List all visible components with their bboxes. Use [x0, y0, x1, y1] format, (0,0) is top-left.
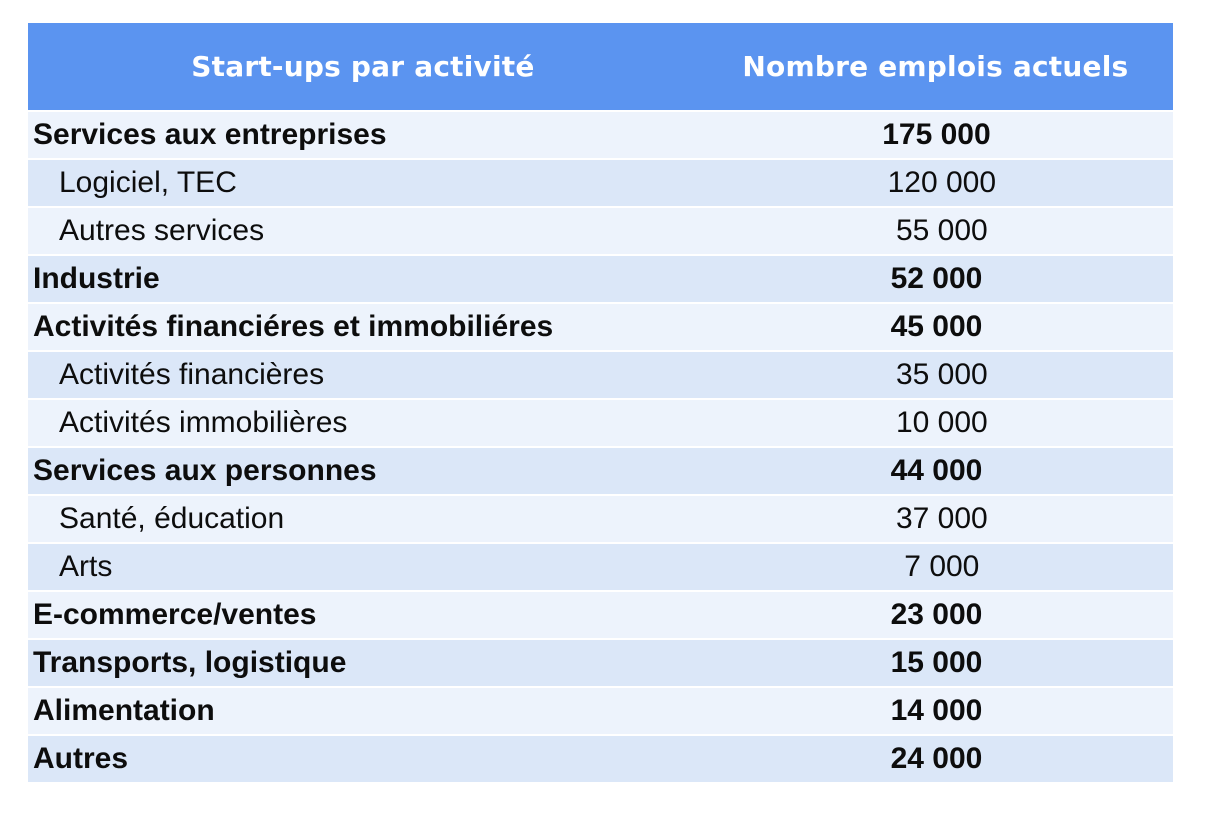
row-value: 14 000: [890, 694, 983, 727]
table-row: Activités financières 35 000: [28, 352, 1173, 398]
row-label: Santé, éducation: [59, 502, 285, 535]
row-label: Activités financières: [59, 358, 325, 391]
row-value: 15 000: [890, 646, 983, 679]
row-value: 45 000: [890, 310, 983, 343]
table-row: Arts 7 000: [28, 544, 1173, 590]
row-value: 35 000: [895, 358, 988, 391]
table-row: Autres services 55 000: [28, 208, 1173, 254]
table-row: Industrie 52 000: [28, 256, 1173, 302]
row-label: Logiciel, TEC: [59, 166, 237, 199]
row-label: Autres services: [59, 214, 265, 247]
row-value: 175 000: [882, 118, 991, 151]
row-value: 7 000: [904, 550, 980, 583]
table-row: Santé, éducation 37 000: [28, 496, 1173, 542]
row-value: 44 000: [890, 454, 983, 487]
startups-jobs-table: Start-ups par activité Nombre emplois ac…: [28, 23, 1173, 784]
row-value: 55 000: [895, 214, 988, 247]
table-row: Activités immobilières 10 000: [28, 400, 1173, 446]
table-header-row: Start-ups par activité Nombre emplois ac…: [28, 23, 1173, 110]
table-row: Services aux personnes 44 000: [28, 448, 1173, 494]
row-label: Arts: [59, 550, 113, 583]
table-row: Logiciel, TEC 120 000: [28, 160, 1173, 206]
row-label: Services aux personnes: [33, 454, 377, 487]
table-row: Alimentation 14 000: [28, 688, 1173, 734]
table-row: E-commerce/ventes 23 000: [28, 592, 1173, 638]
row-value: 120 000: [887, 166, 997, 199]
row-label: Activités immobilières: [59, 406, 348, 439]
row-value: 37 000: [895, 502, 988, 535]
row-label: E-commerce/ventes: [33, 598, 317, 631]
table-row: Activités financiéres et immobiliéres 45…: [28, 304, 1173, 350]
row-label: Activités financiéres et immobiliéres: [33, 310, 554, 343]
column-header-jobs: Nombre emplois actuels: [742, 50, 1129, 83]
row-value: 10 000: [895, 406, 988, 439]
table-row: Autres 24 000: [28, 736, 1173, 782]
row-label: Autres: [33, 742, 129, 775]
row-label: Transports, logistique: [33, 646, 347, 679]
table-row: Transports, logistique 15 000: [28, 640, 1173, 686]
row-value: 52 000: [890, 262, 983, 295]
row-label: Services aux entreprises: [33, 118, 387, 151]
row-label: Alimentation: [33, 694, 215, 727]
row-value: 24 000: [890, 742, 983, 775]
table-row: Services aux entreprises 175 000: [28, 112, 1173, 158]
row-value: 23 000: [890, 598, 983, 631]
row-label: Industrie: [33, 262, 160, 295]
column-header-activity: Start-ups par activité: [191, 50, 535, 83]
